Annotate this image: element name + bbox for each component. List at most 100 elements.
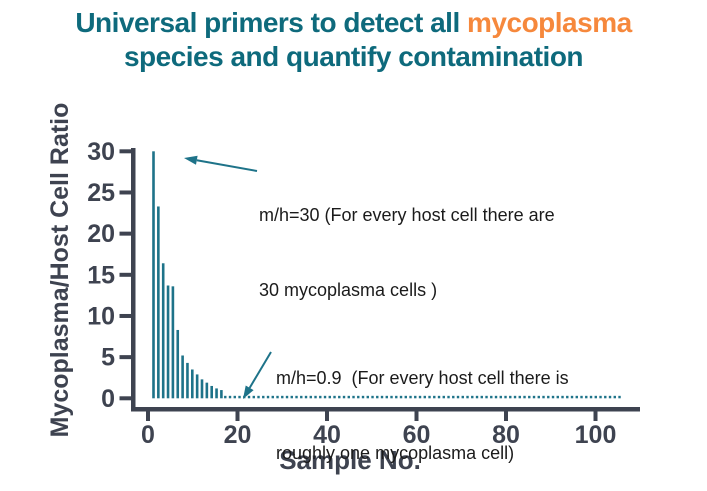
bar-sample-6	[176, 329, 180, 399]
tail-dot	[371, 395, 374, 399]
bar-sample-13	[210, 385, 213, 399]
tail-dot	[390, 395, 393, 399]
tail-dot	[271, 395, 274, 399]
axis-text: 100	[575, 421, 617, 449]
y-tick	[119, 396, 131, 401]
tail-dot	[447, 395, 450, 399]
tail-dot	[404, 395, 407, 399]
axis-text: 5	[101, 344, 115, 372]
tail-dot	[513, 395, 517, 399]
tail-dot	[376, 395, 379, 399]
tail-dot	[238, 395, 241, 399]
tail-dot	[319, 395, 322, 399]
bar-sample-9	[191, 369, 194, 399]
tail-dot	[509, 395, 512, 399]
slide-title-line1: Universal primers to detect all mycoplas…	[0, 6, 707, 40]
annotation-mh09: m/h=0.9 (For every host cell there is ro…	[276, 316, 569, 491]
tail-dot	[537, 395, 540, 399]
tail-dot	[357, 395, 360, 399]
tail-dot	[347, 395, 350, 399]
bar-sample-10	[195, 374, 199, 399]
x-tick	[593, 411, 598, 421]
tail-dot	[380, 395, 384, 399]
y-tick	[119, 231, 131, 236]
tail-dot	[518, 395, 521, 399]
tail-dot	[233, 395, 236, 399]
tail-dot	[570, 395, 574, 399]
tail-dot	[494, 395, 498, 399]
tail-dot	[304, 395, 308, 399]
tail-dot	[480, 395, 483, 399]
tail-dot	[580, 395, 583, 399]
tail-dot	[504, 395, 507, 399]
axis-text: 30	[87, 138, 115, 166]
tail-dot	[528, 395, 531, 399]
tail-dot	[442, 395, 445, 399]
tail-dot	[475, 395, 479, 399]
tail-dot	[618, 395, 621, 399]
x-axis-spine	[131, 407, 640, 412]
y-tick	[119, 272, 131, 277]
bar-sample-5	[171, 286, 175, 399]
tail-dot	[309, 395, 312, 399]
annotation-arrowhead	[184, 155, 198, 165]
tail-dot	[471, 395, 474, 399]
bar-sample-1	[152, 151, 155, 399]
axis-text: 0	[141, 421, 155, 449]
y-axis-title: Mycoplasma/Host Cell Ratio	[46, 103, 74, 438]
tail-dot	[328, 395, 331, 399]
tail-dot	[466, 395, 469, 399]
tail-dot	[285, 395, 289, 399]
tail-dot	[409, 395, 412, 399]
bar-sample-4	[166, 285, 170, 399]
annotation-arrowhead	[243, 385, 254, 399]
annotation-mh30-line1: m/h=30 (For every host cell there are	[259, 205, 555, 225]
tail-dot	[418, 395, 422, 399]
axis-text: 20	[224, 421, 252, 449]
tail-dot	[385, 395, 388, 399]
slide-title-line2: species and quantify contamination	[123, 41, 584, 72]
tail-dot	[604, 395, 607, 399]
bar-sample-12	[205, 382, 209, 399]
tail-dot	[295, 395, 298, 399]
annotation-mh30-line2: 30 mycoplasma cells )	[259, 280, 438, 300]
tail-dot	[547, 395, 550, 399]
axis-text: 80	[492, 421, 520, 449]
tail-dot	[594, 395, 597, 399]
tail-dot	[262, 395, 265, 399]
bar-sample-2	[157, 206, 160, 399]
tail-dot	[542, 395, 545, 399]
x-tick	[325, 411, 329, 421]
axis-text: 15	[87, 261, 115, 289]
axis-text: 25	[87, 179, 115, 207]
tail-dot	[566, 395, 569, 399]
y-tick	[119, 355, 131, 360]
axis-text: Sample No.	[279, 445, 421, 475]
tail-dot	[395, 395, 398, 399]
tail-dot	[352, 395, 355, 399]
annotation-arrow	[196, 159, 258, 172]
tail-dot	[342, 395, 346, 399]
axis-text: 60	[403, 421, 431, 449]
tail-dot	[461, 395, 464, 399]
tail-dot	[532, 395, 536, 399]
tail-dot	[523, 395, 526, 399]
tail-dot	[556, 395, 559, 399]
tail-dot	[599, 395, 602, 399]
tail-dot	[437, 395, 441, 399]
bar-sample-3	[161, 263, 165, 399]
y-axis-spine	[131, 148, 136, 412]
axis-text: 40	[313, 421, 341, 449]
tail-dot	[290, 395, 293, 399]
tail-dot	[423, 395, 426, 399]
tail-dot	[499, 395, 502, 399]
axis-text: 10	[87, 302, 115, 330]
tail-dot	[399, 395, 403, 399]
y-tick	[119, 190, 131, 195]
tail-dot	[433, 395, 436, 399]
tail-dot	[485, 395, 488, 399]
x-tick	[504, 411, 508, 421]
axis-text: 20	[87, 220, 115, 248]
annotation-mh30: m/h=30 (For every host cell there are 30…	[259, 153, 555, 328]
